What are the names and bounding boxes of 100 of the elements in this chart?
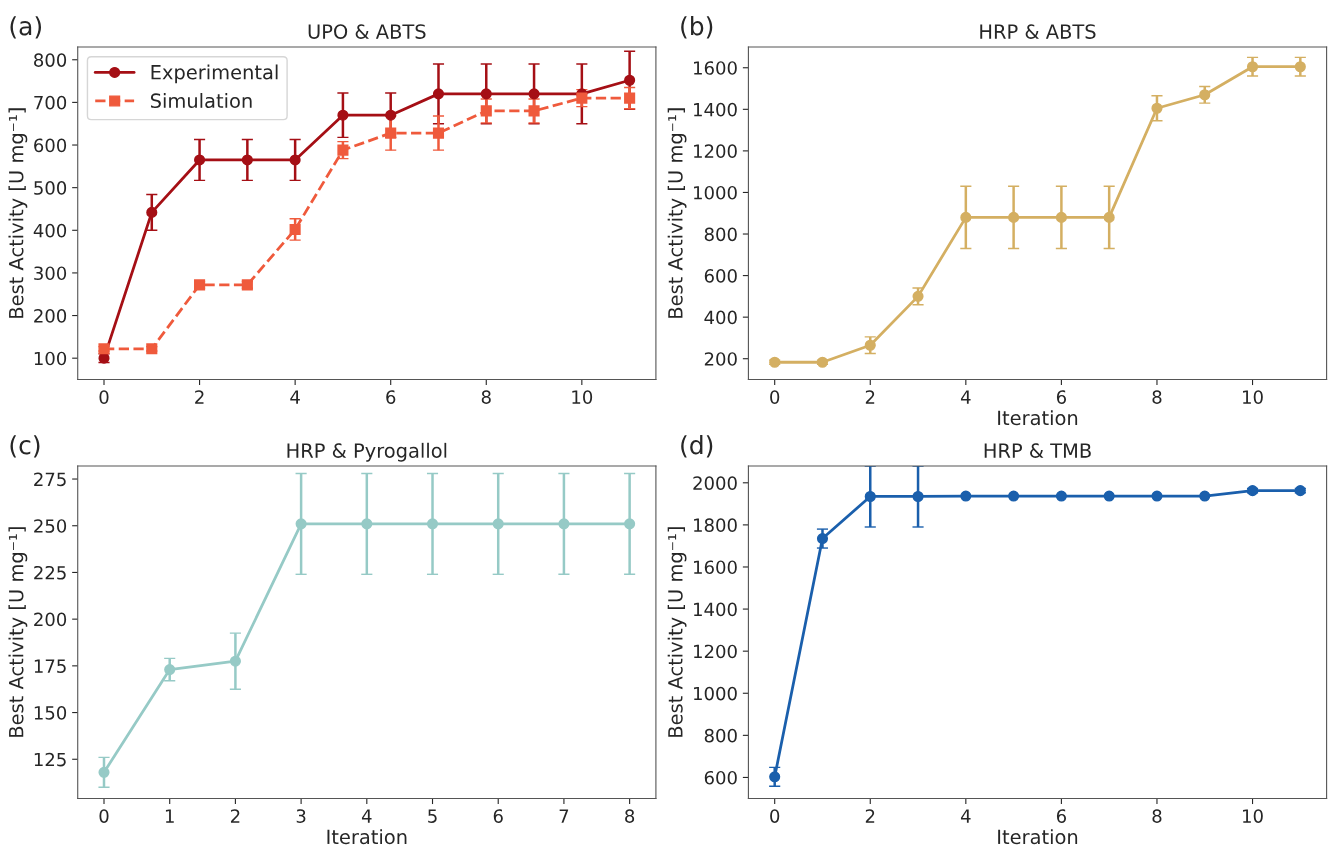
point: [289, 223, 301, 235]
y-tick-label: 200: [704, 352, 737, 366]
y-tick-label: 200: [34, 309, 67, 323]
y-tick-label: 1000: [694, 185, 737, 200]
point: [229, 655, 241, 667]
text: (c): [10, 435, 40, 458]
y-axis-title: Best Activity [U mg⁻¹]: [8, 108, 28, 318]
point: [624, 92, 636, 104]
y-tick-label: 275: [34, 472, 66, 487]
point: [1246, 61, 1259, 73]
point: [361, 518, 373, 530]
y-tick-label: 400: [33, 223, 67, 238]
point: [1151, 490, 1163, 502]
y-tick-label: 1400: [694, 602, 737, 617]
point: [385, 109, 397, 121]
y-tick-label: 600: [704, 269, 737, 283]
y-tick-label: 800: [704, 728, 737, 743]
x-tick-label: 4: [960, 390, 971, 404]
x-tick-label: 8: [481, 390, 491, 404]
point: [1199, 490, 1211, 502]
x-tick-label: 10: [1243, 809, 1263, 823]
point: [1103, 490, 1115, 502]
y-tick-label: 1200: [694, 644, 737, 659]
y-tick-label: 100: [34, 351, 67, 366]
y-axis-title: Best Activity [U mg⁻¹]: [667, 108, 687, 318]
x-tick-label: 2: [865, 390, 875, 404]
x-tick-label: 2: [865, 809, 875, 823]
text: (d): [681, 435, 713, 458]
point: [864, 490, 876, 503]
x-tick-label: 8: [625, 809, 635, 823]
y-tick-label: 2000: [693, 476, 737, 490]
x-tick-label: 2: [230, 809, 240, 823]
y-tick-label: 200: [34, 612, 67, 627]
point: [492, 518, 504, 530]
point: [1008, 211, 1020, 223]
x-tick-label: 5: [428, 809, 437, 823]
y-tick-label: 225: [34, 565, 66, 580]
point: [426, 518, 439, 530]
point: [576, 92, 588, 104]
point: [528, 88, 540, 100]
chart-title: UPO & ABTS: [308, 24, 426, 39]
legend-label: Simulation: [150, 93, 252, 109]
point: [98, 766, 110, 778]
y-tick-label: 400: [704, 310, 737, 325]
text: (a): [10, 16, 42, 39]
x-tick-label: 10: [1243, 390, 1263, 404]
x-tick-label: 0: [770, 809, 780, 823]
y-tick-label: 1400: [694, 102, 737, 117]
x-tick-label: 4: [960, 809, 971, 823]
y-tick-label: 800: [34, 53, 67, 67]
point: [528, 105, 540, 117]
point: [912, 290, 924, 302]
x-tick-label: 4: [361, 809, 372, 823]
y-tick-label: 1200: [694, 144, 737, 158]
point: [1008, 490, 1020, 502]
x-tick-label: 1: [165, 809, 174, 823]
x-tick-label: 3: [296, 809, 306, 823]
point: [146, 343, 158, 355]
point: [624, 74, 636, 86]
point: [385, 127, 397, 139]
point: [912, 490, 924, 503]
chart-title: HRP & Pyrogallol: [287, 442, 447, 462]
point: [558, 518, 570, 530]
legend-label: Experimental: [151, 64, 278, 84]
y-tick-label: 500: [34, 181, 67, 195]
x-axis-title: Iteration: [327, 829, 407, 845]
point: [241, 154, 253, 166]
y-tick-label: 300: [34, 266, 67, 281]
x-tick-label: 6: [1056, 809, 1067, 823]
y-axis-title: Best Activity [U mg⁻¹]: [8, 527, 28, 737]
chart-title: HRP & ABTS: [980, 24, 1096, 39]
y-tick-label: 1600: [694, 560, 737, 575]
point: [1103, 211, 1115, 223]
point: [98, 343, 110, 355]
y-tick-label: 700: [34, 95, 67, 110]
point: [1199, 89, 1211, 101]
x-tick-label: 0: [99, 809, 109, 823]
y-tick-label: 1600: [694, 61, 737, 75]
y-tick-label: 600: [704, 770, 737, 785]
y-tick-label: 250: [34, 519, 67, 533]
point: [164, 664, 176, 676]
x-tick-label: 4: [290, 390, 300, 404]
point: [337, 109, 349, 121]
point: [480, 88, 492, 100]
y-tick-label: 800: [704, 227, 737, 242]
point: [1151, 102, 1163, 114]
x-axis-title: Iteration: [998, 410, 1078, 426]
point: [194, 154, 206, 166]
y-tick-label: 150: [34, 706, 67, 720]
x-tick-label: 7: [559, 809, 569, 823]
point: [816, 533, 829, 545]
point: [1055, 490, 1067, 502]
point: [624, 518, 636, 530]
point: [295, 518, 307, 530]
y-axis-title: Best Activity [U mg⁻¹]: [667, 527, 687, 737]
x-tick-label: 10: [572, 390, 593, 404]
point: [960, 211, 972, 223]
point: [1055, 211, 1067, 223]
point: [432, 88, 445, 100]
point: [864, 339, 876, 351]
